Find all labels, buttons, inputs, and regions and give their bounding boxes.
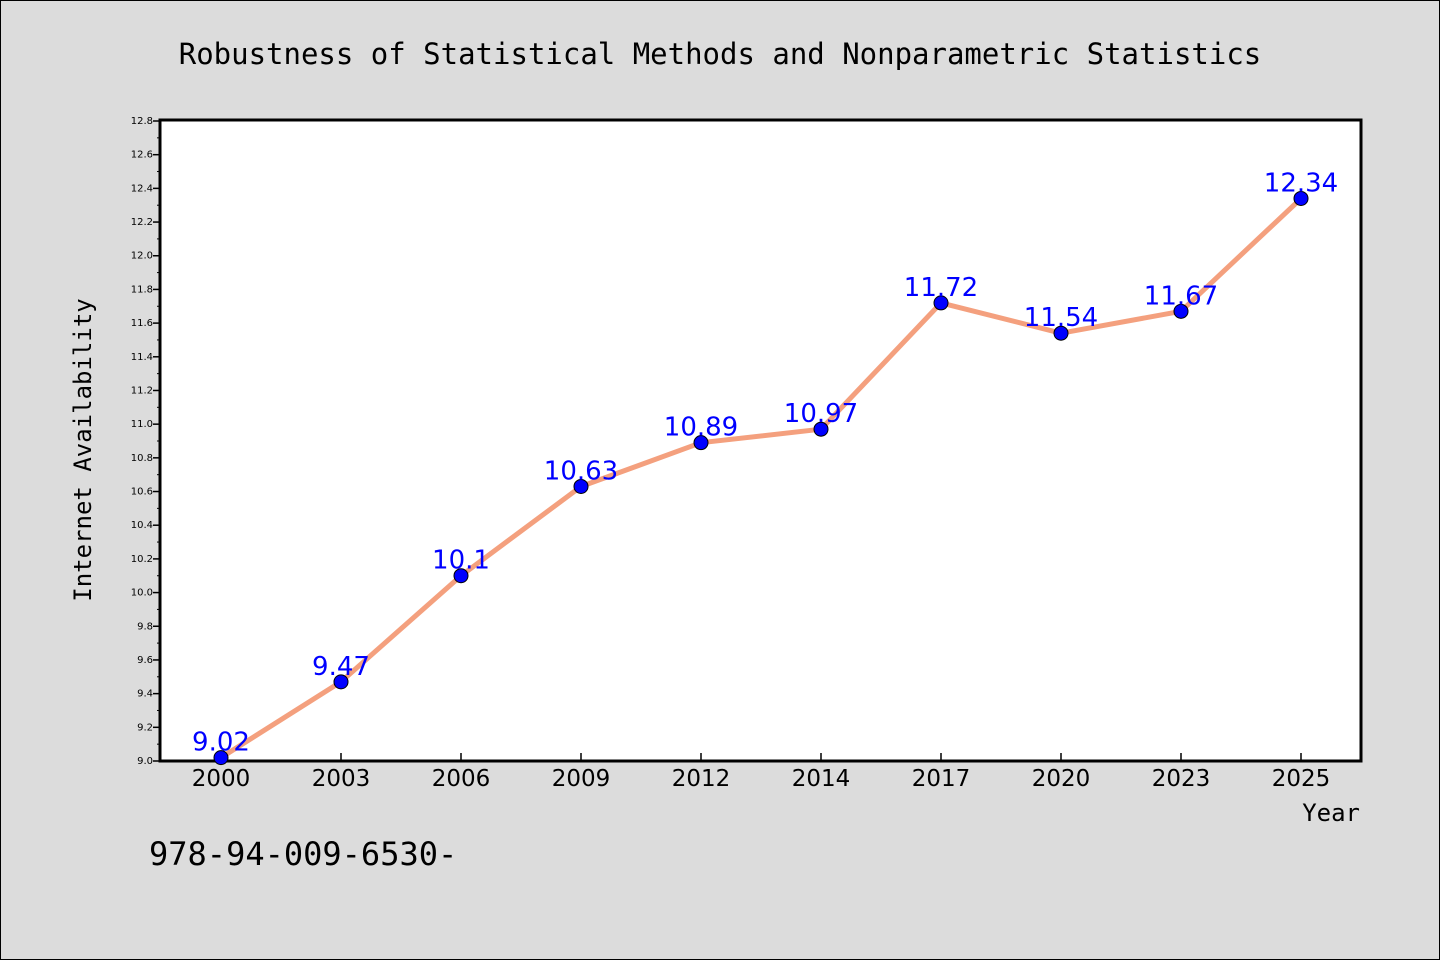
data-point — [333, 674, 349, 690]
x-tick-label: 2006 — [432, 766, 491, 792]
x-axis-label: Year — [1302, 799, 1360, 827]
x-tick-label: 2025 — [1272, 766, 1331, 792]
data-points — [213, 190, 1309, 766]
y-tick-label: 10.4 — [131, 520, 153, 531]
y-tick-label: 11.2 — [131, 385, 153, 396]
y-tick-label: 10.0 — [131, 588, 153, 599]
x-tick-label: 2014 — [792, 766, 851, 792]
x-tick-label: 2017 — [912, 766, 971, 792]
x-tick-label: 2003 — [312, 766, 371, 792]
y-tick-label: 9.0 — [137, 756, 153, 767]
data-label: 9.47 — [312, 652, 370, 682]
y-tick-label: 9.4 — [137, 689, 153, 700]
data-label: 11.54 — [1024, 303, 1098, 333]
x-tick-label: 2020 — [1032, 766, 1091, 792]
y-tick-label: 12.0 — [131, 251, 153, 262]
x-tick-label: 2009 — [552, 766, 611, 792]
data-point — [1053, 325, 1069, 341]
data-point — [453, 568, 469, 584]
y-tick-label: 10.2 — [131, 554, 153, 565]
data-label: 10.63 — [544, 456, 618, 486]
data-label: 10.89 — [664, 413, 738, 443]
chart-title: Robustness of Statistical Methods and No… — [179, 37, 1262, 71]
plot-area — [158, 118, 1363, 763]
data-label: 10.97 — [784, 399, 858, 429]
y-tick-label: 11.6 — [131, 318, 153, 329]
y-tick-label: 10.6 — [131, 487, 153, 498]
y-tick-label: 9.6 — [137, 655, 153, 666]
data-label: 11.72 — [904, 273, 978, 303]
y-axis-label: Internet Availability — [69, 298, 97, 601]
y-tick-label: 11.8 — [131, 284, 153, 295]
y-tick-label: 9.2 — [137, 722, 153, 733]
data-point — [933, 295, 949, 311]
series-line — [219, 196, 1303, 760]
y-tick-label: 12.4 — [131, 183, 153, 194]
data-point — [693, 435, 709, 451]
y-tick-label: 12.2 — [131, 217, 153, 228]
data-point — [1173, 303, 1189, 319]
footer-note: 978-94-009-6530- — [149, 835, 457, 873]
y-tick-label: 12.6 — [131, 150, 153, 161]
y-tick-label: 9.8 — [137, 621, 153, 632]
data-label: 12.34 — [1264, 168, 1338, 198]
data-label: 11.67 — [1144, 281, 1218, 311]
x-tick-label: 2012 — [672, 766, 731, 792]
y-tick-label: 11.0 — [131, 419, 153, 430]
data-label: 10.1 — [432, 546, 490, 576]
x-tick-label: 2000 — [192, 766, 251, 792]
data-point — [1293, 190, 1309, 206]
data-labels: 9.02 9.47 10.1 10.63 10.89 10.97 11.72 11.54 11.… — [192, 168, 1338, 757]
y-tick-label: 11.4 — [131, 352, 153, 363]
data-point — [813, 421, 829, 437]
x-tick-label: 2023 — [1152, 766, 1211, 792]
y-tick-label: 12.8 — [131, 116, 153, 127]
y-tick-label: 10.8 — [131, 453, 153, 464]
data-label: 9.02 — [192, 728, 250, 758]
x-axis: 2000 2003 2006 2009 2012 2014 2017 2020 2023 2025 — [192, 753, 1331, 792]
data-point — [213, 750, 229, 766]
data-point — [573, 478, 589, 494]
y-axis: 9.0 9.2 9.4 9.6 9.8 10.0 10.2 10.4 10.6 10.8 11.0 1… — [131, 116, 161, 767]
